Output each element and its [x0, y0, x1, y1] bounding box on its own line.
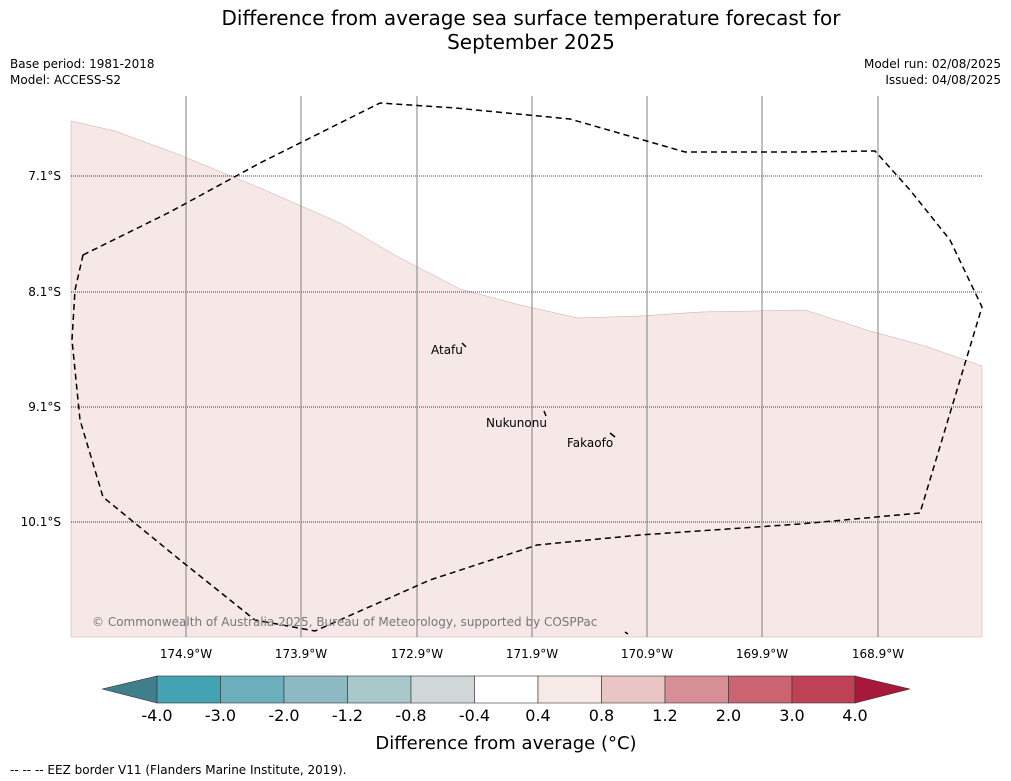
map-title: Difference from average sea surface temp…: [0, 6, 1011, 54]
meta-left: Base period: 1981-2018 Model: ACCESS-S2: [10, 56, 155, 88]
lat-label: 9.1°S: [28, 400, 61, 414]
colorbar-tick: -2.0: [268, 706, 299, 725]
fakaofo-island: [609, 432, 616, 438]
colorbar-swatch: [283, 675, 348, 704]
lon-label: 168.9°W: [852, 647, 904, 661]
colorbar-tick: 3.0: [779, 706, 804, 725]
eez-border: [71, 102, 983, 632]
lat-label: 10.1°S: [21, 515, 61, 529]
colorbar-tick: 0.4: [525, 706, 550, 725]
colorbar-swatch: [474, 675, 539, 704]
issued-date: Issued: 04/08/2025: [885, 73, 1001, 87]
colorbar-title: Difference from average (°C): [375, 733, 636, 754]
colorbar-swatch: [347, 675, 412, 704]
islands: [461, 342, 629, 635]
colorbar-swatch: [601, 675, 666, 704]
place-label-fakaofo: Fakaofo: [567, 436, 613, 450]
colorbar-swatch: [537, 675, 602, 704]
nukunonu-island: [543, 410, 547, 417]
colorbar-extend-low: [101, 675, 158, 704]
lat-label: 8.1°S: [28, 285, 61, 299]
colorbar-tick: 4.0: [842, 706, 867, 725]
eez-legend: -- -- -- EEZ border V11 (Flanders Marine…: [10, 763, 347, 777]
meta-right: Model run: 02/08/2025 Issued: 04/08/2025: [864, 56, 1001, 88]
colorbar-swatch: [220, 675, 285, 704]
lon-label: 169.9°W: [736, 647, 788, 661]
model-run: Model run: 02/08/2025: [863, 57, 1001, 71]
colorbar-extend-high: [854, 675, 911, 704]
lon-label: 172.9°W: [391, 647, 443, 661]
colorbar-swatch: [156, 675, 221, 704]
atafu-island: [461, 342, 467, 348]
model-name: Model: ACCESS-S2: [10, 73, 122, 87]
lon-label: 174.9°W: [160, 647, 212, 661]
lat-label: 7.1°S: [28, 169, 61, 183]
colorbar-tick: 1.2: [652, 706, 677, 725]
colorbar-swatch: [728, 675, 793, 704]
colorbar-swatch: [410, 675, 475, 704]
lon-label: 173.9°W: [275, 647, 327, 661]
islet: [624, 631, 629, 635]
colorbar: [101, 675, 911, 704]
colorbar-tick: 0.8: [589, 706, 614, 725]
colorbar-swatch: [791, 675, 856, 704]
colorbar-tick: -3.0: [205, 706, 236, 725]
lon-label: 171.9°W: [506, 647, 558, 661]
copyright-notice: © Commonwealth of Australia 2025, Bureau…: [92, 615, 597, 629]
colorbar-ticks: -4.0 -3.0 -2.0 -1.2 -0.8 -0.4 0.4 0.8 1.…: [141, 706, 867, 725]
colorbar-tick: -4.0: [141, 706, 172, 725]
colorbar-swatch: [664, 675, 729, 704]
place-label-nukunonu: Nukunonu: [486, 416, 547, 430]
colorbar-tick: 2.0: [716, 706, 741, 725]
title-line-2: September 2025: [447, 30, 615, 54]
longitude-gridlines: [185, 96, 879, 637]
anomaly-region: [70, 120, 983, 638]
colorbar-tick: -0.8: [395, 706, 426, 725]
lon-label: 170.9°W: [621, 647, 673, 661]
title-line-1: Difference from average sea surface temp…: [221, 6, 841, 30]
colorbar-tick: -1.2: [332, 706, 363, 725]
base-period: Base period: 1981-2018: [10, 57, 155, 71]
place-label-atafu: Atafu: [431, 343, 463, 357]
colorbar-tick: -0.4: [459, 706, 490, 725]
